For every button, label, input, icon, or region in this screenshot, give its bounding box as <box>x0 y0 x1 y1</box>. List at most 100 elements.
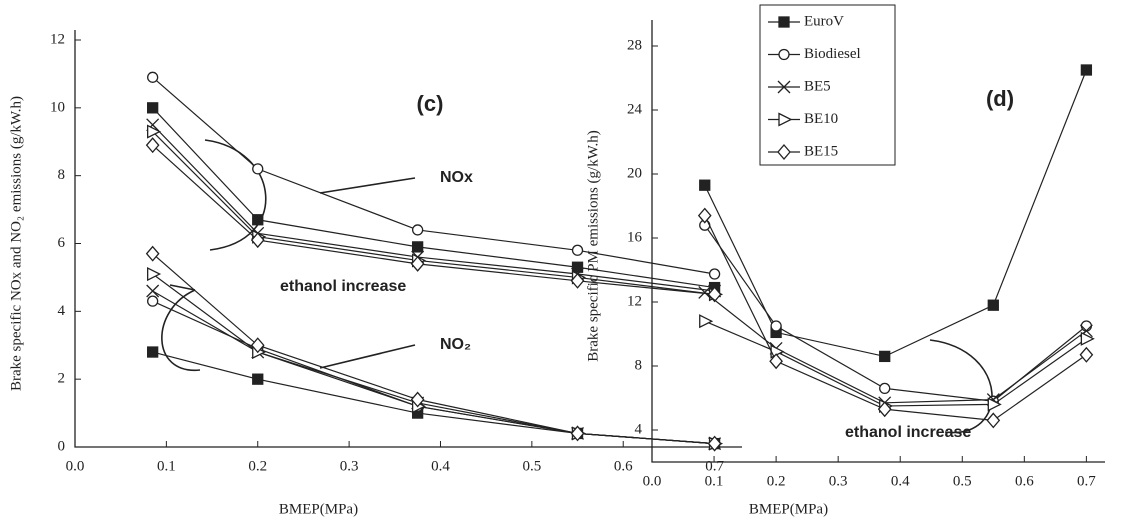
series-line <box>704 224 1087 402</box>
marker <box>570 272 585 289</box>
x-tick-label: 0.0 <box>643 473 662 489</box>
marker <box>697 207 712 224</box>
marker <box>708 268 721 280</box>
y-tick-label: 16 <box>627 229 643 245</box>
y-tick-label: 12 <box>50 31 65 47</box>
arrow <box>169 284 196 291</box>
series-line <box>152 351 715 445</box>
marker <box>252 214 264 226</box>
marker <box>411 224 424 236</box>
marker <box>250 337 265 354</box>
x-tick-label: 0.2 <box>248 458 267 474</box>
marker <box>987 397 1002 412</box>
marker <box>145 245 160 262</box>
y-tick-label: 4 <box>58 303 66 319</box>
y-tick-label: 24 <box>627 101 643 117</box>
legend-label: BE10 <box>804 111 838 127</box>
marker <box>147 102 159 114</box>
y-axis-label: Brake specific NOx and NO₂ emissions (g/… <box>8 96 24 391</box>
legend-marker <box>778 112 793 127</box>
annotation: ethanol increase <box>280 278 406 295</box>
series-line <box>152 107 715 289</box>
legend-label: BE15 <box>804 143 838 159</box>
legend-label: EuroV <box>804 13 844 29</box>
y-tick-label: 8 <box>635 357 643 373</box>
marker <box>147 71 159 83</box>
marker <box>145 137 160 154</box>
marker <box>770 320 782 332</box>
marker <box>877 401 892 418</box>
x-tick-label: 0.2 <box>767 473 786 489</box>
series-line <box>704 291 1087 404</box>
arrow <box>319 177 416 194</box>
annotation-arrows <box>161 139 993 434</box>
x-axis-label: BMEP(MPa) <box>279 501 358 517</box>
y-tick-label: 8 <box>58 167 66 183</box>
arrow <box>204 139 267 251</box>
series-line <box>152 131 715 295</box>
marker <box>250 232 265 249</box>
x-tick-label: 0.3 <box>340 458 359 474</box>
x-tick-label: 0.0 <box>66 458 85 474</box>
marker <box>571 261 584 273</box>
panel-label: (d) <box>986 86 1014 111</box>
y-tick-label: 4 <box>635 421 643 437</box>
x-tick-label: 0.5 <box>522 458 541 474</box>
marker <box>986 412 1001 429</box>
legend-marker <box>778 16 790 28</box>
y-axis-label: Brake specific PM emissions (g/kW.h) <box>585 130 601 362</box>
x-tick-label: 0.3 <box>829 473 848 489</box>
y-tick-label: 6 <box>58 235 66 251</box>
marker <box>1080 64 1093 76</box>
marker <box>570 425 585 442</box>
marker <box>411 241 424 253</box>
annotation: ethanol increase <box>845 424 971 441</box>
y-tick-label: 12 <box>627 293 642 309</box>
legend-marker <box>778 48 790 61</box>
x-tick-label: 0.1 <box>705 473 724 489</box>
series-line <box>704 320 1087 407</box>
arrow <box>319 344 416 369</box>
marker <box>147 295 159 307</box>
y-tick-label: 28 <box>627 37 642 53</box>
marker <box>147 124 162 139</box>
x-tick-label: 0.4 <box>431 458 450 474</box>
legend-marker <box>777 144 791 160</box>
y-tick-label: 2 <box>58 371 66 387</box>
x-tick-label: 0.6 <box>614 458 633 474</box>
marker <box>1080 331 1095 346</box>
x-tick-label: 0.4 <box>891 473 910 489</box>
panel-label: (c) <box>417 91 444 116</box>
marker <box>769 353 783 370</box>
series-line <box>152 300 715 445</box>
marker <box>252 163 264 175</box>
legend-label: Biodiesel <box>804 46 861 62</box>
arrow <box>929 339 993 434</box>
x-tick-label: 0.1 <box>157 458 176 474</box>
marker <box>1080 320 1093 332</box>
x-tick-label: 0.7 <box>1077 473 1096 489</box>
annotation: NOx <box>440 169 473 186</box>
marker <box>147 266 162 282</box>
marker <box>707 435 722 452</box>
marker <box>699 314 714 329</box>
marker <box>879 350 891 363</box>
arrow <box>161 289 201 371</box>
x-tick-label: 0.7 <box>705 458 724 474</box>
y-tick-label: 10 <box>50 99 65 115</box>
y-tick-label: 0 <box>58 438 66 454</box>
marker <box>571 244 584 256</box>
marker <box>987 299 999 311</box>
x-tick-label: 0.5 <box>953 473 972 489</box>
marker <box>707 286 722 303</box>
marker <box>698 285 712 299</box>
marker <box>410 255 425 272</box>
marker <box>146 284 160 298</box>
legend-label: BE5 <box>804 78 831 94</box>
marker <box>410 391 425 408</box>
y-tick-label: 20 <box>627 165 642 181</box>
marker <box>879 382 891 395</box>
marker <box>1079 346 1094 363</box>
